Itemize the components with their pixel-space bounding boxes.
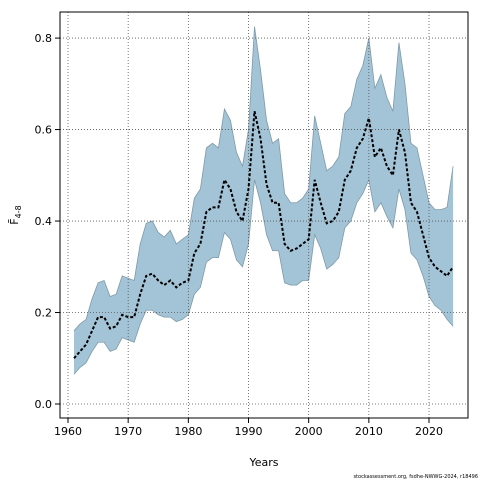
y-axis-label-group: F̄4-8 — [8, 205, 23, 224]
x-tick-label: 1980 — [174, 425, 202, 438]
y-axis-label: F̄4-8 — [8, 205, 23, 224]
band-upper — [73, 26, 454, 332]
x-tick-label: 2000 — [295, 425, 323, 438]
band-fill — [74, 26, 454, 375]
y-tick-label: 0.6 — [35, 124, 53, 137]
footnote: stockassessment.org, fsdhe-NWWG-2024, r1… — [353, 474, 478, 480]
y-axis-label-sub: 4-8 — [14, 205, 23, 218]
x-tick-label: 2020 — [415, 425, 443, 438]
y-axis-label-main: F̄ — [8, 218, 21, 224]
x-tick-label: 1990 — [235, 425, 263, 438]
mean-line — [73, 111, 454, 359]
y-tick-label: 0.4 — [35, 215, 53, 228]
x-tick-label: 2010 — [355, 425, 383, 438]
y-tick-label: 0.0 — [35, 398, 53, 411]
y-tick-label: 0.8 — [35, 32, 53, 45]
x-tick-label: 1960 — [54, 425, 82, 438]
x-axis-label: Years — [248, 456, 278, 469]
band-lower — [73, 178, 454, 375]
y-tick-label: 0.2 — [35, 307, 53, 320]
plot-frame — [59, 11, 469, 419]
x-tick-label: 1970 — [114, 425, 142, 438]
